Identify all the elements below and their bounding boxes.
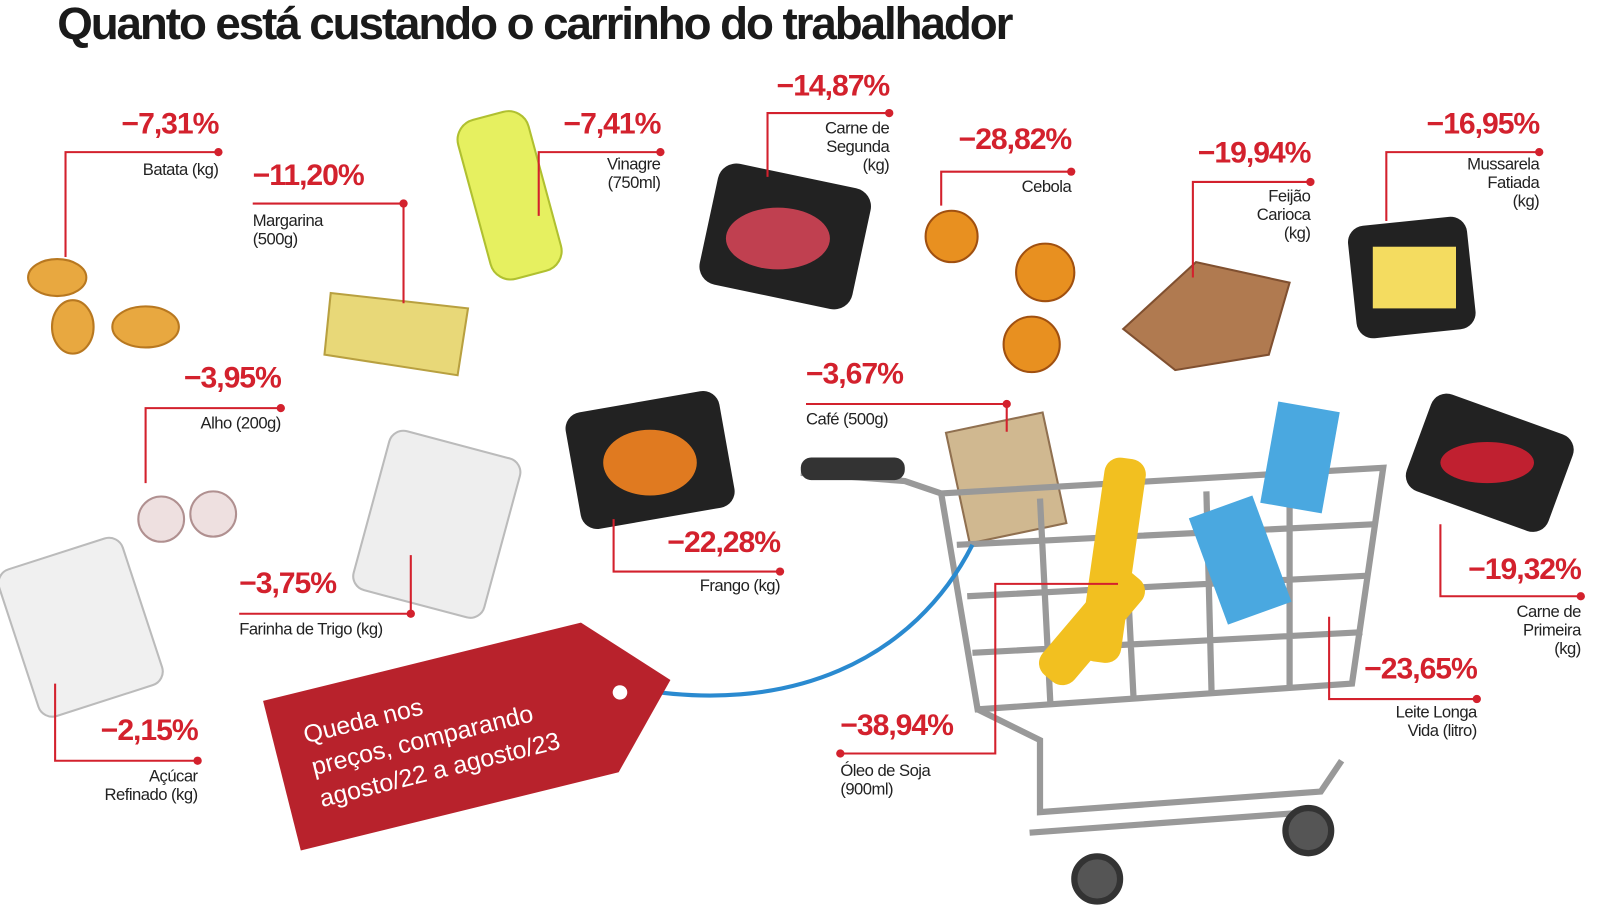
leader-dot (1067, 167, 1076, 176)
price-change: −3,95% (184, 362, 281, 395)
margarine (323, 291, 470, 377)
price-change: −38,94% (840, 709, 953, 742)
price-change: −22,28% (667, 526, 780, 559)
product-name: (kg) (1284, 224, 1311, 243)
leader-line (537, 151, 661, 216)
leader-dot (1306, 177, 1315, 187)
product-name: Mussarela (1467, 155, 1540, 174)
product-name: Óleo de Soja (840, 761, 931, 780)
price-change: −7,41% (564, 108, 661, 141)
cheese-tray (1347, 216, 1476, 339)
product-name: Carne de (1517, 602, 1582, 621)
leader-dot (1535, 148, 1544, 157)
price-change: −3,67% (806, 358, 903, 391)
garlic (137, 490, 238, 543)
price-change: −19,32% (1468, 553, 1581, 586)
beef-tray (1405, 393, 1574, 532)
price-change: −2,15% (101, 714, 198, 747)
price-change: −3,75% (239, 567, 336, 600)
product-name: Segunda (826, 137, 890, 156)
price-change: −16,95% (1427, 108, 1540, 141)
leader-dot (193, 756, 202, 765)
product-name: Feijão (1268, 187, 1310, 206)
tag-string (623, 543, 975, 698)
product-name: (kg) (1513, 192, 1540, 211)
bean-bag (1121, 261, 1291, 372)
product-name: (kg) (1554, 639, 1581, 658)
product-name: Fatiada (1487, 173, 1540, 192)
leader-line (1191, 180, 1311, 278)
leader-dot (656, 148, 665, 157)
chicken-tray (565, 391, 735, 530)
product-name: Cebola (1022, 177, 1073, 196)
coffee-bag (944, 411, 1068, 545)
price-change: −7,31% (122, 108, 219, 141)
price-tag (263, 622, 671, 851)
product-name: Leite Longa (1396, 703, 1479, 722)
leader-dot (276, 404, 285, 413)
product-name: (500g) (253, 230, 298, 249)
leader-dot (1002, 399, 1011, 409)
leader-dot (214, 148, 223, 157)
leader-line (940, 170, 1072, 206)
milk-boxes (1188, 401, 1340, 625)
flour-bag (352, 429, 522, 619)
product-name: Carne de (825, 119, 890, 138)
leader-line (1439, 524, 1581, 598)
leader-line (64, 151, 219, 257)
leader-dot (836, 749, 845, 758)
price-change: −23,65% (1364, 653, 1477, 686)
leader-line (1328, 616, 1477, 701)
price-change: −28,82% (959, 123, 1072, 156)
product-name: Carioca (1257, 205, 1312, 224)
oil-bottles (1038, 457, 1146, 686)
product-name: (900ml) (840, 780, 893, 799)
onions (924, 209, 1076, 374)
leader-line (840, 582, 1118, 755)
product-name: Vinagre (607, 155, 661, 174)
product-name: Vida (litro) (1408, 721, 1477, 740)
leader-line (54, 683, 198, 762)
leader-dot (399, 199, 408, 208)
price-change: −19,94% (1198, 137, 1311, 170)
product-name: Café (500g) (806, 410, 888, 429)
leader-line (805, 402, 1008, 432)
title: Quanto está custando o carrinho do traba… (57, 0, 1013, 49)
leader-dot (1576, 592, 1585, 601)
price-change: −11,20% (253, 159, 364, 192)
leader-dot (775, 567, 785, 576)
product-name: Farinha de Trigo (kg) (239, 619, 382, 638)
product-name: (kg) (863, 156, 890, 175)
product-name: Batata (kg) (143, 160, 219, 179)
leader-dot (885, 108, 894, 118)
leader-dot (406, 609, 415, 618)
leader-line (144, 407, 281, 484)
price-change: −14,87% (777, 70, 890, 103)
sugar-bag (0, 536, 164, 718)
product-name: Alho (200g) (201, 414, 281, 433)
leader-line (1385, 151, 1540, 222)
meat-tray (699, 163, 871, 310)
product-name: Refinado (kg) (105, 785, 198, 804)
leader-line (612, 519, 780, 573)
items: −7,31% Batata (kg) −11,20% Margarina(500g) −… (54, 70, 1585, 804)
leader-line (766, 112, 890, 177)
potatoes (27, 258, 180, 355)
product-name: Açúcar (149, 766, 199, 785)
product-name: Frango (kg) (700, 576, 780, 595)
leader-line (252, 202, 405, 304)
product-name: Primeira (1523, 620, 1582, 639)
product-name: (750ml) (608, 173, 661, 192)
cart (800, 457, 1387, 905)
leader-dot (1472, 694, 1481, 704)
vinegar (456, 110, 563, 281)
product-name: Margarina (253, 211, 325, 230)
leader-line (239, 555, 412, 615)
